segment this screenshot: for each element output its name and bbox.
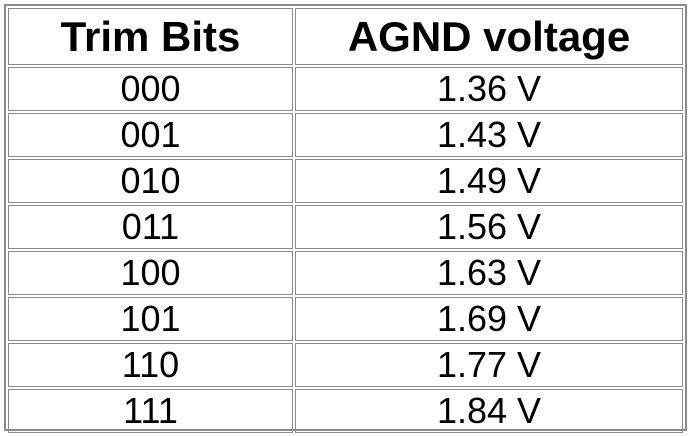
table-row: 101 1.69 V bbox=[8, 297, 683, 341]
agnd-voltage-cell: 1.49 V bbox=[295, 159, 683, 203]
table-row: 110 1.77 V bbox=[8, 343, 683, 387]
table-row: 100 1.63 V bbox=[8, 251, 683, 295]
trim-bits-cell: 110 bbox=[8, 343, 293, 387]
trim-bits-table: Trim Bits AGND voltage 000 1.36 V 001 1.… bbox=[6, 6, 685, 435]
table-row: 010 1.49 V bbox=[8, 159, 683, 203]
header-trim-bits: Trim Bits bbox=[8, 8, 293, 65]
agnd-voltage-cell: 1.56 V bbox=[295, 205, 683, 249]
agnd-voltage-cell: 1.63 V bbox=[295, 251, 683, 295]
header-agnd-voltage: AGND voltage bbox=[295, 8, 683, 65]
table-row: 000 1.36 V bbox=[8, 67, 683, 111]
trim-bits-cell: 010 bbox=[8, 159, 293, 203]
trim-bits-cell: 000 bbox=[8, 67, 293, 111]
trim-bits-cell: 100 bbox=[8, 251, 293, 295]
trim-bits-table-container: Trim Bits AGND voltage 000 1.36 V 001 1.… bbox=[4, 4, 687, 433]
agnd-voltage-cell: 1.36 V bbox=[295, 67, 683, 111]
table-row: 111 1.84 V bbox=[8, 389, 683, 433]
table-header-row: Trim Bits AGND voltage bbox=[8, 8, 683, 65]
agnd-voltage-cell: 1.77 V bbox=[295, 343, 683, 387]
agnd-voltage-cell: 1.43 V bbox=[295, 113, 683, 157]
agnd-voltage-cell: 1.69 V bbox=[295, 297, 683, 341]
agnd-voltage-cell: 1.84 V bbox=[295, 389, 683, 433]
table-row: 011 1.56 V bbox=[8, 205, 683, 249]
trim-bits-cell: 101 bbox=[8, 297, 293, 341]
trim-bits-cell: 001 bbox=[8, 113, 293, 157]
trim-bits-cell: 111 bbox=[8, 389, 293, 433]
table-row: 001 1.43 V bbox=[8, 113, 683, 157]
trim-bits-cell: 011 bbox=[8, 205, 293, 249]
